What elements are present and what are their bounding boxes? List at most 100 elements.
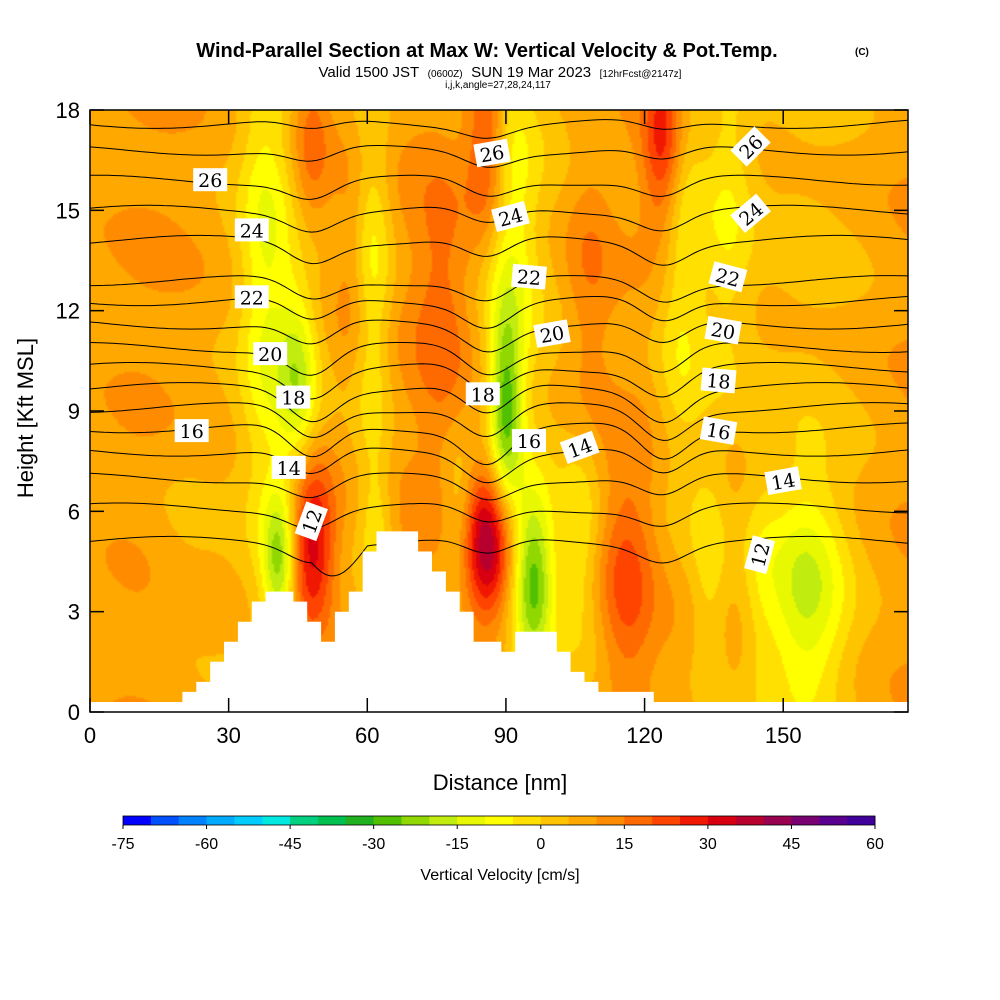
contour-label: 18 bbox=[700, 367, 737, 394]
contour-label-text: 24 bbox=[240, 220, 264, 242]
x-tick-label: 60 bbox=[355, 723, 379, 748]
colorbar-swatch bbox=[123, 816, 152, 825]
colorbar-swatch bbox=[652, 816, 681, 825]
valid-date: SUN 19 Mar 2023 bbox=[471, 64, 591, 81]
colorbar-swatch bbox=[206, 816, 235, 825]
x-tick-label: 0 bbox=[84, 723, 96, 748]
contour-label-text: 18 bbox=[281, 388, 305, 410]
copyright-mark: (C) bbox=[855, 47, 869, 58]
theta-contour-27 bbox=[90, 145, 908, 168]
colorbar-swatch bbox=[317, 816, 347, 825]
colorbar-swatch bbox=[735, 816, 764, 825]
contour-label-text: 18 bbox=[471, 384, 495, 406]
colorbar-title: Vertical Velocity [cm/s] bbox=[420, 867, 579, 884]
vertical-velocity-field bbox=[90, 110, 908, 712]
colorbar-swatch bbox=[429, 816, 458, 825]
contour-label: 14 bbox=[271, 455, 306, 480]
colorbar-tick-label: -15 bbox=[446, 836, 469, 853]
theta-contour-24 bbox=[90, 234, 908, 266]
contour-label: 22 bbox=[234, 285, 269, 309]
x-tick-label: 120 bbox=[626, 723, 663, 748]
y-tick-label: 18 bbox=[56, 98, 80, 123]
chart-title: Wind-Parallel Section at Max W: Vertical… bbox=[196, 40, 777, 62]
x-axis-title: Distance [nm] bbox=[433, 770, 568, 795]
contour-label-text: 16 bbox=[180, 421, 204, 443]
colorbar-swatch bbox=[262, 816, 291, 825]
colorbar-swatch bbox=[847, 816, 876, 825]
theta-contour-13 bbox=[90, 502, 908, 530]
y-tick-label: 3 bbox=[68, 600, 80, 625]
colorbar-swatch bbox=[596, 816, 625, 825]
contour-label: 20 bbox=[704, 315, 742, 345]
contour-label-text: 20 bbox=[709, 319, 737, 345]
grid-indices: i,j,k,angle=27,28,24,117 bbox=[445, 80, 551, 91]
y-tick-label: 9 bbox=[68, 399, 80, 424]
colorbar-swatch bbox=[624, 816, 653, 825]
contour-label: 12 bbox=[744, 535, 776, 575]
contour-label: 14 bbox=[764, 466, 802, 495]
colorbar-swatch bbox=[345, 816, 375, 825]
colorbar-swatch bbox=[791, 816, 820, 825]
contour-label: 18 bbox=[276, 385, 311, 410]
contour-label: 18 bbox=[465, 382, 500, 406]
contour-label-text: 26 bbox=[478, 142, 506, 168]
colorbar-tick-label: 0 bbox=[536, 836, 545, 853]
contour-label-text: 18 bbox=[705, 370, 731, 394]
theta-contour-21 bbox=[90, 319, 908, 353]
valid-time-jst: Valid 1500 JST bbox=[319, 64, 420, 81]
colorbar-swatch bbox=[680, 816, 709, 825]
contour-label: 26 bbox=[193, 168, 228, 192]
y-axis-title: Height [Kft MSL] bbox=[13, 338, 38, 498]
theta-contour-23 bbox=[90, 275, 908, 303]
theta-contour-12 bbox=[90, 535, 908, 577]
colorbar-swatch bbox=[819, 816, 848, 825]
colorbar-tick-label: 15 bbox=[615, 836, 633, 853]
colorbar-swatch bbox=[707, 816, 737, 825]
terrain-mask bbox=[90, 531, 908, 712]
theta-contour-18 bbox=[90, 382, 908, 424]
contour-label: 16 bbox=[512, 429, 546, 453]
colorbar-tick-label: 30 bbox=[699, 836, 717, 853]
contour-label: 24 bbox=[234, 218, 269, 242]
contour-label-text: 26 bbox=[198, 170, 222, 192]
theta-contour-22 bbox=[90, 296, 908, 329]
forecast-info: [12hrFcst@2147z] bbox=[600, 69, 682, 80]
theta-contour-17 bbox=[90, 402, 908, 441]
axis-ticks: 0 30 60 90 120 150 0 3 6 9 12 15 18 bbox=[56, 98, 908, 748]
contour-label: 14 bbox=[559, 430, 600, 464]
colorbar-swatch bbox=[234, 816, 263, 825]
theta-contour-15 bbox=[90, 447, 908, 484]
contour-label: 20 bbox=[533, 319, 571, 348]
colorbar-swatch bbox=[540, 816, 570, 825]
colorbar-swatch bbox=[290, 816, 319, 825]
colorbar-tick-label: -75 bbox=[111, 836, 134, 853]
colorbar-swatch bbox=[568, 816, 597, 825]
contour-label: 16 bbox=[174, 419, 209, 443]
contour-label-text: 20 bbox=[258, 344, 282, 366]
colorbar-swatch bbox=[763, 816, 792, 825]
contour-label-text: 22 bbox=[240, 287, 264, 309]
contour-label: 26 bbox=[473, 138, 511, 168]
colorbar-tick-label: 45 bbox=[783, 836, 801, 853]
colorbar-swatch bbox=[485, 816, 514, 825]
colorbar-tick-label: -60 bbox=[195, 836, 218, 853]
contour-label-text: 16 bbox=[517, 431, 541, 453]
contour-label: 22 bbox=[511, 263, 547, 290]
x-tick-label: 30 bbox=[216, 723, 240, 748]
contour-label: 16 bbox=[699, 416, 738, 445]
colorbar-swatch bbox=[373, 816, 402, 825]
contour-label-text: 14 bbox=[770, 469, 798, 495]
contour-label-text: 16 bbox=[705, 419, 733, 445]
colorbar: -75 -60 -45 -30 -15 0 15 30 45 60 bbox=[111, 815, 884, 853]
colorbar-swatch bbox=[512, 816, 542, 825]
colorbar-swatch bbox=[150, 816, 180, 825]
theta-contour-16 bbox=[90, 422, 908, 466]
theta-contour-20 bbox=[90, 342, 908, 376]
contour-label: 20 bbox=[253, 342, 288, 366]
y-tick-label: 12 bbox=[56, 299, 80, 324]
colorbar-swatch bbox=[178, 816, 207, 825]
y-tick-label: 15 bbox=[56, 198, 80, 223]
